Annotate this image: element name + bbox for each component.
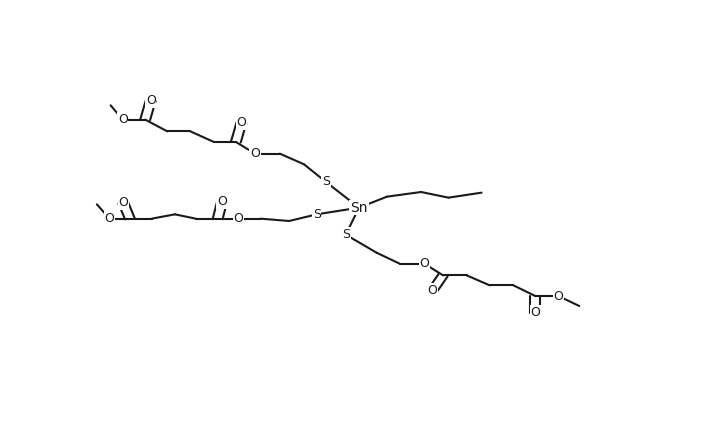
Text: O: O xyxy=(104,212,114,225)
Text: S: S xyxy=(313,208,320,221)
Text: O: O xyxy=(217,195,227,208)
Text: O: O xyxy=(530,306,540,319)
Text: S: S xyxy=(322,175,330,188)
Text: S: S xyxy=(342,228,350,241)
Text: O: O xyxy=(250,147,260,160)
Text: O: O xyxy=(236,116,246,129)
Text: O: O xyxy=(234,212,244,225)
Text: O: O xyxy=(118,196,128,209)
Text: Sn: Sn xyxy=(350,200,368,215)
Text: O: O xyxy=(428,284,437,297)
Text: O: O xyxy=(146,94,156,107)
Text: O: O xyxy=(118,113,128,126)
Text: O: O xyxy=(554,290,564,303)
Text: O: O xyxy=(420,257,429,270)
